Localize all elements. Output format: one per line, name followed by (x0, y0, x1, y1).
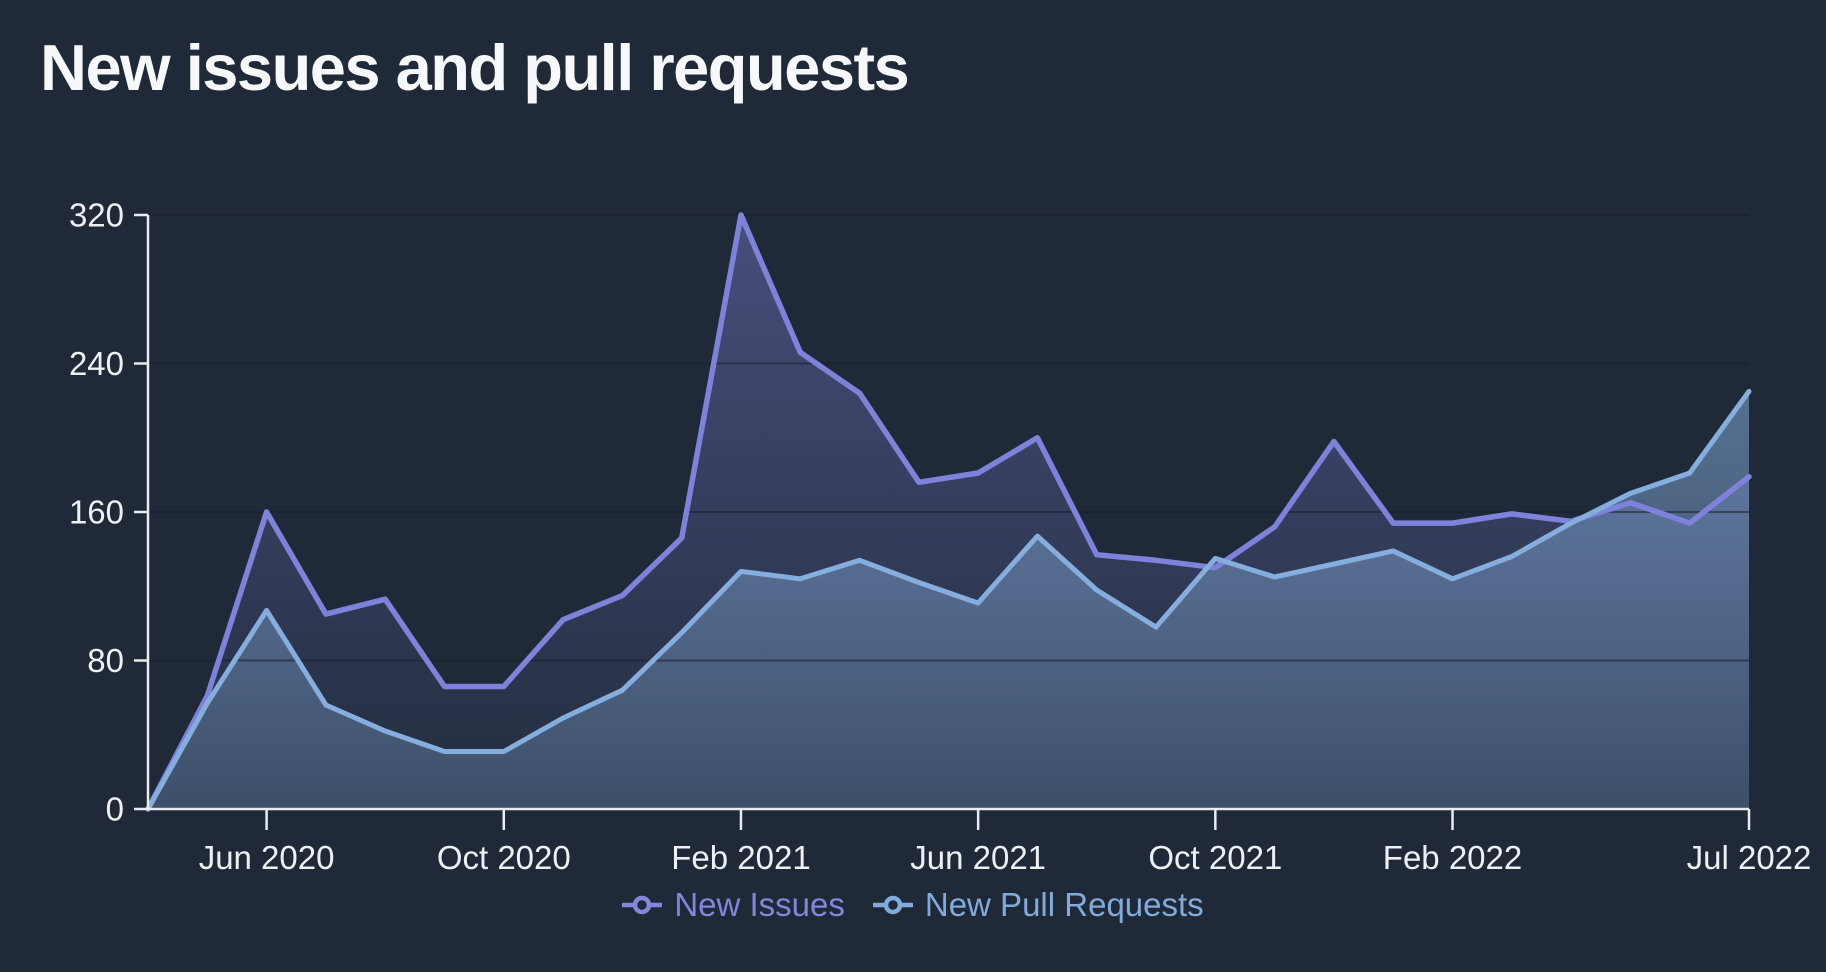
x-tick-label-1: Oct 2020 (437, 839, 571, 876)
y-tick-label-160: 160 (69, 494, 124, 531)
y-tick-label-320: 320 (69, 197, 124, 234)
legend-label-new-issues: New Issues (674, 886, 845, 923)
y-tick-label-0: 0 (106, 791, 124, 828)
chart-legend: New Issues New Pull Requests (0, 886, 1826, 924)
new-issues-line (145, 212, 1752, 812)
x-tick-label-0: Jun 2020 (199, 839, 335, 876)
x-tick-label-4: Oct 2021 (1148, 839, 1282, 876)
legend-item-new-pull-requests[interactable]: New Pull Requests (872, 886, 1204, 924)
legend-label-new-pull-requests: New Pull Requests (924, 886, 1204, 923)
new-pull-requests-area (148, 391, 1749, 809)
x-tick-label-6: Jul 2022 (1687, 839, 1812, 876)
y-tick-label-80: 80 (87, 642, 124, 679)
new-pull-requests-line (145, 388, 1752, 812)
x-tick-label-2: Feb 2021 (671, 839, 810, 876)
new-pull-requests-legend-marker (872, 895, 913, 915)
legend-item-new-issues[interactable]: New Issues (622, 886, 845, 924)
x-tick-label-3: Jun 2021 (910, 839, 1046, 876)
y-tick-label-240: 240 (69, 345, 124, 382)
new-issues-legend-marker (622, 895, 663, 915)
x-tick-label-5: Feb 2022 (1383, 839, 1522, 876)
chart-title: New issues and pull requests (40, 31, 910, 104)
